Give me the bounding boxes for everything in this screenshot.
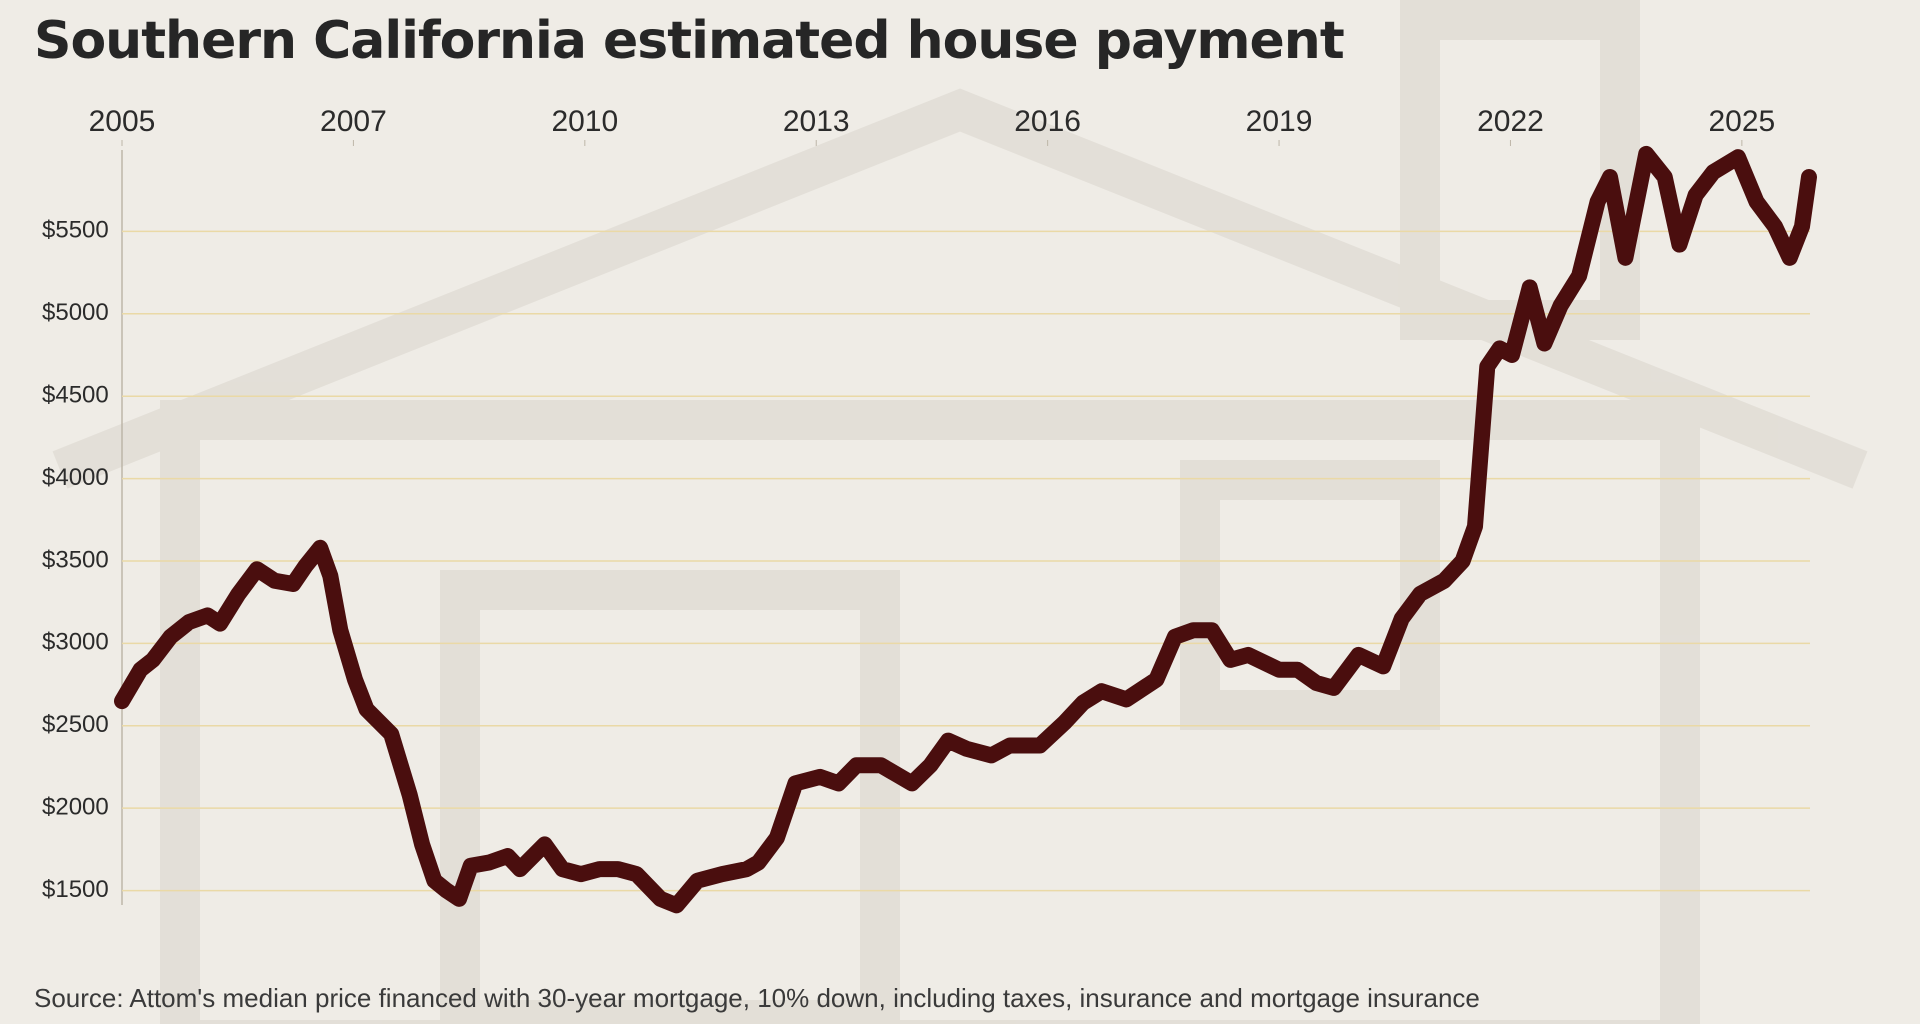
- x-tick-label: 2016: [1014, 105, 1081, 138]
- y-tick-label: $1500: [42, 876, 109, 903]
- x-tick-label: 2007: [320, 105, 387, 138]
- x-tick-label: 2010: [551, 105, 618, 138]
- x-tick-label: 2025: [1708, 105, 1775, 138]
- plot: [114, 145, 1817, 914]
- y-tick-label: $3000: [42, 629, 109, 656]
- x-tick-label: 2013: [783, 105, 850, 138]
- chart-title: Southern California estimated house paym…: [34, 11, 1344, 71]
- house-roof: [52, 88, 1868, 489]
- y-tick-label: $5500: [42, 217, 109, 244]
- y-tick-label: $2500: [42, 711, 109, 738]
- y-tick-label: $5000: [42, 299, 109, 326]
- house-chimney: [1400, 0, 1640, 340]
- y-tick-label: $4000: [42, 464, 109, 491]
- source-note: Source: Attom's median price financed wi…: [34, 983, 1480, 1013]
- background-house: [52, 0, 1868, 1024]
- house-door: [440, 570, 900, 1024]
- x-tick-label: 2019: [1246, 105, 1313, 138]
- data-line: [114, 145, 1817, 914]
- x-tick-label: 2022: [1477, 105, 1544, 138]
- y-tick-label: $3500: [42, 546, 109, 573]
- y-tick-label: $4500: [42, 382, 109, 409]
- grid: $1500 $2000 $2500 $3000 $3500 $4000 $4500 $5000…: [42, 105, 1810, 903]
- x-tick-label: 2005: [89, 105, 156, 138]
- house-body: [160, 400, 1700, 1024]
- y-tick-label: $2000: [42, 794, 109, 821]
